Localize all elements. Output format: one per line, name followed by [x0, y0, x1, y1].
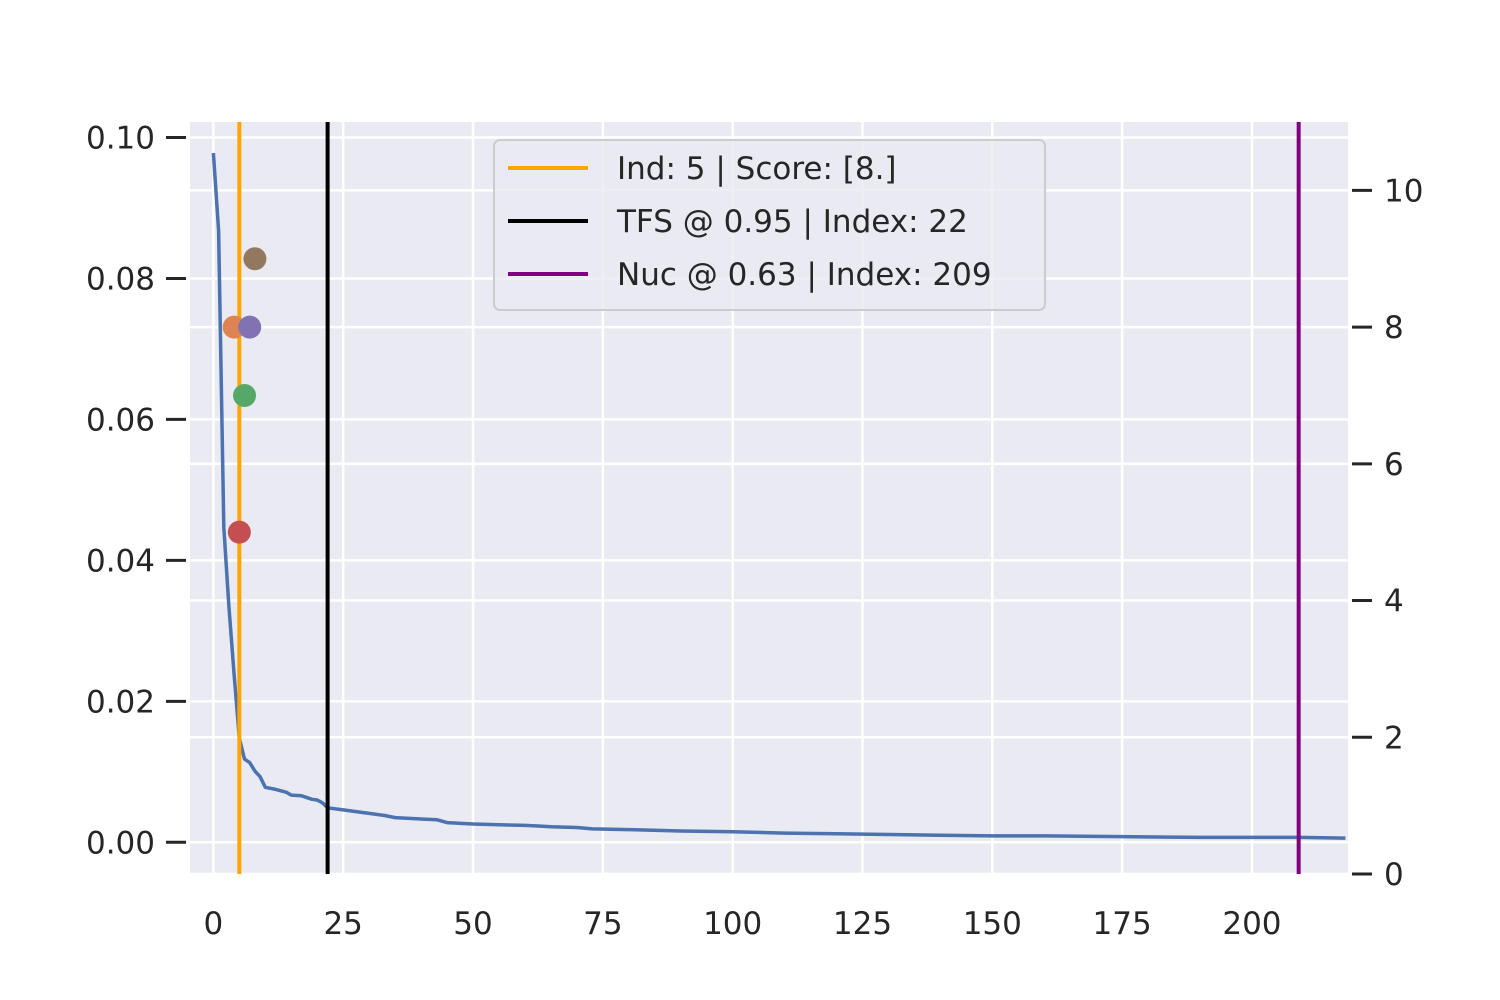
x-tick-label: 0 [204, 906, 224, 942]
x-tick-label: 175 [1093, 906, 1152, 942]
y-tick-label: 0.08 [86, 261, 155, 297]
y-tick-label: 0.04 [86, 543, 155, 579]
legend-box [493, 139, 1046, 311]
series-line [211, 152, 1346, 840]
legend-label: Ind: 5 | Score: [8.] [617, 151, 897, 187]
data-point [238, 315, 262, 339]
y-axis-left: 0.00 0.02 0.04 0.06 0.08 0.10 [86, 121, 186, 861]
x-tick-label: 75 [583, 906, 622, 942]
y-tick-label: 0.06 [86, 402, 155, 438]
y-tick-label: 0.10 [86, 121, 155, 157]
x-tick-label: 100 [703, 906, 762, 942]
series-layer [211, 152, 1346, 840]
x-tick-label: 125 [833, 906, 892, 942]
y2-tick-label: 0 [1384, 857, 1404, 893]
y-tick-label: 0.00 [86, 825, 155, 861]
y2-tick-label: 2 [1384, 720, 1404, 756]
y2-tick-label: 4 [1384, 584, 1404, 620]
y-axis-right: 0 2 4 6 8 10 [1352, 173, 1423, 893]
x-tick-label: 25 [323, 906, 362, 942]
y2-tick-label: 8 [1384, 310, 1404, 346]
legend: Ind: 5 | Score: [8.] TFS @ 0.95 | Index: … [493, 139, 1046, 311]
reference-lines [237, 122, 1301, 874]
legend-label: TFS @ 0.95 | Index: 22 [616, 204, 968, 240]
y2-tick-label: 10 [1384, 173, 1423, 209]
x-tick-label: 150 [963, 906, 1022, 942]
legend-label: Nuc @ 0.63 | Index: 209 [617, 257, 992, 293]
x-axis: 0 25 50 75 100 125 150 175 200 [204, 906, 1282, 942]
grid [190, 122, 1348, 876]
x-tick-label: 50 [453, 906, 492, 942]
points-layer [222, 247, 267, 544]
y2-tick-label: 6 [1384, 447, 1404, 483]
data-point [227, 520, 251, 544]
data-point [233, 383, 257, 407]
data-point [243, 247, 267, 271]
y-tick-label: 0.02 [86, 684, 155, 720]
x-tick-label: 200 [1222, 906, 1281, 942]
